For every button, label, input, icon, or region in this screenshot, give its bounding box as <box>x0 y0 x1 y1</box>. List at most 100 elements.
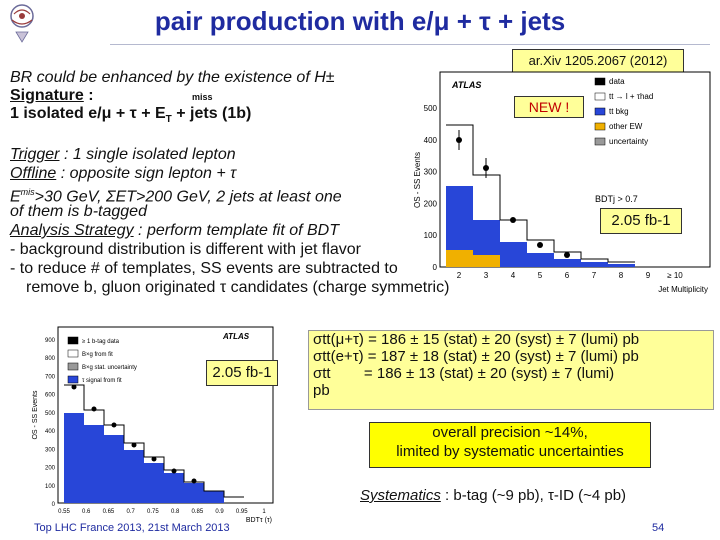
data-point <box>91 406 97 412</box>
bar-ttbkg <box>581 262 608 267</box>
x-tick-label: 3 <box>484 271 489 280</box>
y-tick-labels: 0 100 200 300 400 500 <box>424 104 438 272</box>
x-tick-label: 0.85 <box>191 509 203 515</box>
bar-signal <box>124 450 144 503</box>
data-points <box>71 384 197 484</box>
precision-line: limited by systematic uncertainties <box>396 443 624 460</box>
bar-otherew <box>446 250 473 267</box>
miss-superscript: miss <box>192 92 213 102</box>
precision-line: overall precision ~14%, <box>432 424 588 441</box>
trigger-label: Trigger <box>10 146 60 163</box>
cross-section-results: σtt(μ+τ) = 186 ± 15 (stat) ± 20 (syst) ±… <box>308 330 714 410</box>
legend-swatch <box>67 362 79 371</box>
plot-bars <box>64 384 244 503</box>
x-tick-label: 0.6 <box>82 509 91 515</box>
y-axis-label: OS - SS Events <box>32 390 39 440</box>
x-tick-label: 2 <box>457 271 462 280</box>
offline-line: Offline : opposite sign lepton + τ <box>10 164 236 183</box>
btag-line: of them is b-tagged <box>10 203 147 220</box>
bar-signal <box>84 425 104 503</box>
plot-bars <box>446 124 635 267</box>
xsec-label: σtt <box>313 365 331 382</box>
legend-label: ≥ 1 b-tag data <box>82 339 120 345</box>
x-tick-label: 6 <box>565 271 570 280</box>
legend-swatch <box>594 107 606 116</box>
signature-line: Signature : <box>10 86 94 105</box>
legend-label: tt bkg <box>609 107 629 116</box>
signal-outline <box>446 124 635 263</box>
x-tick-label: 0.9 <box>215 509 224 515</box>
legend-label: τ signal from fit <box>82 378 122 384</box>
title-divider <box>110 44 710 45</box>
legend-label: other EW <box>609 122 643 131</box>
data-point <box>537 242 543 248</box>
y-tick-label: 0 <box>52 502 56 508</box>
x-tick-label: 4 <box>511 271 516 280</box>
slide-title: pair production with e/μ + τ + jets <box>154 6 566 36</box>
data-point <box>191 478 197 484</box>
bar-ttbkg <box>527 253 554 267</box>
bdt-cut-label: BDTj > 0.7 <box>595 194 638 204</box>
systematics-label: Systematics <box>360 487 441 504</box>
xsec-row: σtt = 186 ± 13 (stat) ± 20 (syst) ± 7 (l… <box>313 365 713 382</box>
x-tick-label: 8 <box>619 271 624 280</box>
atlas-label: ATLAS <box>451 80 481 90</box>
signature-formula-a: 1 isolated e/μ + τ + E <box>10 105 166 122</box>
xsec-row: pb <box>313 382 330 399</box>
bar-ttbkg <box>608 264 635 267</box>
page-number: 54 <box>652 522 665 534</box>
plot-legend: ≥ 1 b-tag data B×g from fit B×g stat. unce… <box>67 336 137 384</box>
x-tick-label: 9 <box>646 271 651 280</box>
legend-swatch <box>67 375 79 384</box>
xsec-label: σtt(μ+τ) <box>313 331 364 348</box>
xsec-label: σtt(e+τ) <box>313 348 364 365</box>
xsec-value: = 186 ± 15 (stat) ± 20 (syst) ± 7 (lumi)… <box>363 331 640 348</box>
xsec-row: σtt(e+τ) = 187 ± 18 (stat) ± 20 (syst) ±… <box>313 348 713 365</box>
x-tick-label: 0.75 <box>147 509 159 515</box>
precision-summary: overall precision ~14%, limited by syste… <box>369 422 651 468</box>
plot-b-lumi-box: 2.05 fb-1 <box>206 360 278 386</box>
bar-signal <box>204 491 224 503</box>
bar-otherew <box>473 255 500 267</box>
y-tick-label: 500 <box>424 104 438 113</box>
data-point <box>71 384 77 390</box>
signature-formula-b: + jets (1b) <box>171 105 252 122</box>
x-tick-label: 5 <box>538 271 543 280</box>
strategy-text: : perform template fit of BDT <box>133 222 340 239</box>
xsec-value: = 186 ± 13 (stat) ± 20 (syst) ± 7 (lumi) <box>330 365 615 382</box>
signature-formula-sub: T <box>165 114 172 126</box>
y-axis-label: OS - SS Events <box>413 152 422 208</box>
y-tick-label: 300 <box>424 168 438 177</box>
trigger-text: : 1 single isolated lepton <box>59 146 236 163</box>
bullet-line: remove b, gluon originated τ candidates … <box>26 279 450 296</box>
x-tick-labels: 2 3 4 5 6 7 8 9 ≥ 10 <box>457 271 684 280</box>
y-tick-label: 100 <box>45 484 56 490</box>
legend-label: B×g from fit <box>82 352 113 358</box>
x-tick-label: ≥ 10 <box>667 271 683 280</box>
y-tick-label: 300 <box>45 447 56 453</box>
strategy-line: Analysis Strategy : perform template fit… <box>10 221 339 240</box>
legend-swatch <box>594 92 606 101</box>
met-line: Emis>30 GeV, ΣET>200 GeV, 2 jets at leas… <box>10 183 342 206</box>
legend-label: data <box>609 77 625 86</box>
data-point <box>111 422 117 428</box>
x-tick-label: 0.65 <box>103 509 115 515</box>
bar-signal <box>144 463 164 503</box>
y-tick-label: 400 <box>424 136 438 145</box>
x-tick-label: 0.7 <box>126 509 135 515</box>
x-tick-label: 7 <box>592 271 597 280</box>
signature-label: Signature <box>10 87 84 104</box>
y-tick-label: 900 <box>45 338 56 344</box>
data-point <box>151 456 157 462</box>
y-tick-label: 500 <box>45 411 56 417</box>
systematics-line: Systematics : b-tag (~9 pb), τ-ID (~4 pb… <box>360 486 626 505</box>
legend-swatch <box>67 349 79 358</box>
x-tick-label: 0.95 <box>236 509 248 515</box>
intro-line: BR could be enhanced by the existence of… <box>10 69 335 86</box>
data-point <box>171 468 177 474</box>
met-prefix: E <box>10 188 21 206</box>
systematics-text: : b-tag (~9 pb), τ-ID (~4 pb) <box>440 487 627 504</box>
x-axis-label: BDTτ (τ) <box>246 517 272 524</box>
data-point <box>510 217 516 223</box>
arxiv-reference: ar.Xiv 1205.2067 (2012) <box>512 49 684 73</box>
